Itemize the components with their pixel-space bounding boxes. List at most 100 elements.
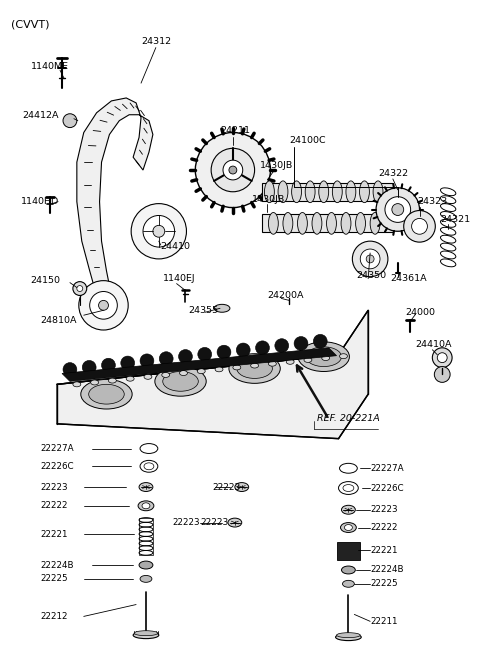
Ellipse shape [108, 378, 116, 383]
Circle shape [255, 341, 269, 355]
Bar [262, 214, 393, 232]
Text: 22221: 22221 [370, 546, 397, 555]
Polygon shape [62, 348, 336, 381]
Ellipse shape [233, 365, 241, 370]
Ellipse shape [237, 359, 272, 379]
Ellipse shape [298, 213, 307, 234]
Ellipse shape [326, 213, 336, 234]
Ellipse shape [343, 580, 354, 587]
Text: 24100C: 24100C [289, 136, 326, 145]
Text: 22226C: 22226C [40, 462, 74, 471]
Circle shape [63, 114, 77, 127]
Ellipse shape [336, 633, 360, 638]
Ellipse shape [283, 213, 293, 234]
Ellipse shape [332, 181, 342, 203]
Text: 22223: 22223 [212, 483, 240, 491]
Text: 22226C: 22226C [370, 483, 404, 493]
Circle shape [376, 188, 420, 231]
Text: 24410A: 24410A [416, 340, 452, 349]
Text: 1140EJ: 1140EJ [163, 274, 195, 283]
Ellipse shape [89, 385, 124, 404]
Ellipse shape [292, 181, 301, 203]
Ellipse shape [341, 505, 355, 514]
Ellipse shape [346, 181, 356, 203]
Ellipse shape [134, 631, 158, 636]
Ellipse shape [356, 213, 365, 234]
Text: REF. 20-221A: REF. 20-221A [317, 414, 380, 424]
Ellipse shape [139, 483, 153, 491]
Circle shape [223, 160, 243, 180]
Text: 22223: 22223 [40, 483, 68, 491]
Text: 22223: 22223 [173, 518, 200, 527]
Ellipse shape [341, 213, 351, 234]
Ellipse shape [312, 213, 322, 234]
Ellipse shape [339, 354, 348, 359]
Circle shape [366, 255, 374, 263]
Circle shape [385, 197, 410, 222]
Text: 24321: 24321 [440, 215, 470, 224]
Ellipse shape [126, 376, 134, 381]
Text: 22221: 22221 [40, 530, 68, 539]
Circle shape [121, 356, 134, 370]
Text: 22225: 22225 [370, 579, 398, 588]
Text: 1140HD: 1140HD [21, 197, 59, 206]
Circle shape [153, 225, 165, 237]
Circle shape [131, 204, 186, 259]
Ellipse shape [268, 213, 278, 234]
Circle shape [392, 204, 404, 215]
Polygon shape [77, 98, 153, 296]
Text: 24412A: 24412A [23, 111, 59, 120]
Text: 24000: 24000 [406, 308, 436, 317]
Text: 24312: 24312 [141, 37, 171, 46]
Text: 22212: 22212 [40, 612, 68, 621]
Text: 1430JB: 1430JB [260, 160, 293, 170]
Ellipse shape [73, 382, 81, 387]
Circle shape [140, 354, 154, 368]
Ellipse shape [142, 503, 150, 509]
Circle shape [404, 211, 435, 242]
Circle shape [82, 361, 96, 374]
Ellipse shape [180, 371, 188, 375]
Circle shape [159, 352, 173, 365]
Ellipse shape [319, 181, 329, 203]
Ellipse shape [229, 354, 280, 383]
Text: 24211: 24211 [220, 126, 250, 135]
Circle shape [73, 282, 87, 296]
Ellipse shape [155, 367, 206, 396]
Ellipse shape [133, 632, 159, 638]
Ellipse shape [235, 483, 249, 491]
Circle shape [211, 149, 254, 192]
Text: 22224B: 22224B [370, 566, 404, 574]
Text: 24355: 24355 [189, 306, 218, 315]
Text: 22224B: 22224B [40, 560, 74, 570]
Text: 22223: 22223 [200, 518, 228, 527]
Circle shape [143, 215, 175, 247]
Text: 24410: 24410 [161, 241, 191, 251]
Circle shape [217, 345, 231, 359]
Circle shape [63, 363, 77, 377]
Text: 22211: 22211 [370, 617, 397, 626]
Text: 24350: 24350 [356, 271, 386, 280]
Circle shape [437, 353, 447, 363]
Text: 22222: 22222 [370, 523, 397, 532]
Circle shape [79, 280, 128, 330]
Text: (CVVT): (CVVT) [11, 20, 49, 30]
Ellipse shape [197, 369, 205, 374]
Circle shape [294, 337, 308, 350]
Circle shape [434, 367, 450, 383]
Ellipse shape [341, 566, 355, 574]
Ellipse shape [228, 518, 242, 527]
Ellipse shape [278, 181, 288, 203]
Circle shape [179, 349, 192, 363]
Circle shape [195, 133, 270, 208]
Circle shape [98, 300, 108, 310]
Text: 22223: 22223 [370, 505, 398, 514]
Polygon shape [57, 310, 368, 439]
Ellipse shape [336, 634, 361, 640]
Circle shape [102, 358, 115, 372]
Circle shape [229, 166, 237, 174]
Ellipse shape [138, 501, 154, 511]
Ellipse shape [144, 375, 152, 379]
Ellipse shape [81, 379, 132, 409]
Circle shape [77, 286, 83, 292]
